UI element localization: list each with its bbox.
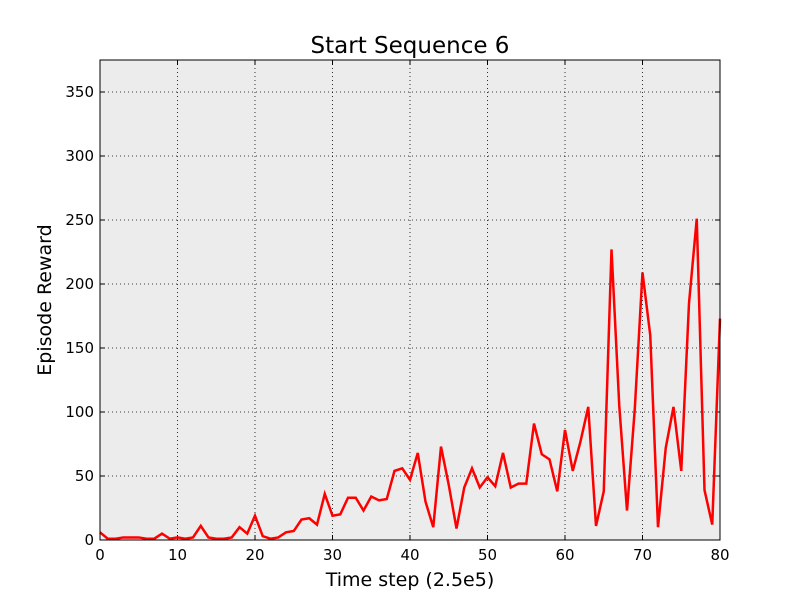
y-tick-label: 350 xyxy=(65,83,94,101)
x-axis-label: Time step (2.5e5) xyxy=(325,569,495,591)
y-tick-label: 300 xyxy=(65,147,94,165)
y-axis-label: Episode Reward xyxy=(34,224,56,375)
y-tick-label: 50 xyxy=(75,467,94,485)
x-tick-label: 50 xyxy=(478,546,497,564)
x-tick-label: 40 xyxy=(400,546,419,564)
x-tick-label: 70 xyxy=(633,546,652,564)
y-tick-label: 0 xyxy=(84,531,94,549)
y-tick-label: 150 xyxy=(65,339,94,357)
x-tick-label: 30 xyxy=(323,546,342,564)
x-tick-label: 80 xyxy=(710,546,729,564)
series-line xyxy=(99,218,722,541)
series-layer xyxy=(99,218,722,541)
plot-frame xyxy=(99,59,721,541)
x-tick-label: 10 xyxy=(168,546,187,564)
axis-ticks xyxy=(99,60,721,541)
x-tick-label: 20 xyxy=(245,546,264,564)
chart-title: Start Sequence 6 xyxy=(311,33,510,59)
y-tick-label: 250 xyxy=(65,211,94,229)
y-tick-label: 200 xyxy=(65,275,94,293)
tick-labels: 0 10 20 30 40 50 60 70 80 0 50 100 150 200 250 300 350 xyxy=(65,83,729,564)
y-tick-label: 100 xyxy=(65,403,94,421)
x-tick-label: 0 xyxy=(95,546,105,564)
x-tick-label: 60 xyxy=(555,546,574,564)
